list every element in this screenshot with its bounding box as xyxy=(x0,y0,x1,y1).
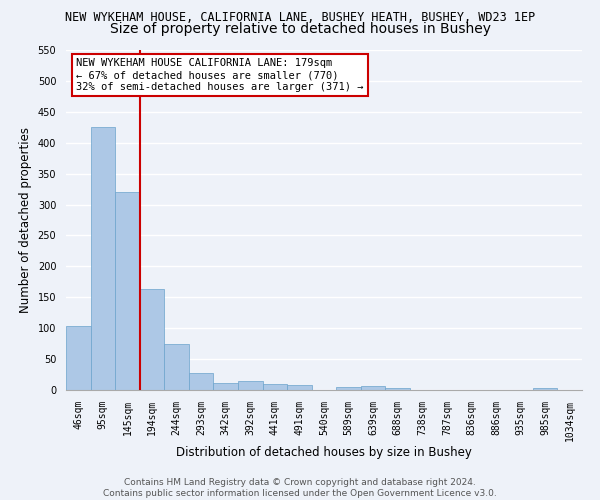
Bar xyxy=(214,382,238,390)
Bar xyxy=(287,385,312,390)
Bar xyxy=(263,384,287,390)
Bar xyxy=(66,326,91,390)
Bar xyxy=(91,128,115,390)
Bar xyxy=(533,388,557,390)
Bar xyxy=(189,374,214,390)
Bar xyxy=(361,386,385,390)
Text: Size of property relative to detached houses in Bushey: Size of property relative to detached ho… xyxy=(110,22,491,36)
X-axis label: Distribution of detached houses by size in Bushey: Distribution of detached houses by size … xyxy=(176,446,472,460)
Bar xyxy=(385,388,410,390)
Bar xyxy=(164,344,189,390)
Bar xyxy=(238,382,263,390)
Bar xyxy=(336,387,361,390)
Bar xyxy=(140,289,164,390)
Text: NEW WYKEHAM HOUSE CALIFORNIA LANE: 179sqm
← 67% of detached houses are smaller (: NEW WYKEHAM HOUSE CALIFORNIA LANE: 179sq… xyxy=(76,58,364,92)
Y-axis label: Number of detached properties: Number of detached properties xyxy=(19,127,32,313)
Bar xyxy=(115,192,140,390)
Text: Contains HM Land Registry data © Crown copyright and database right 2024.
Contai: Contains HM Land Registry data © Crown c… xyxy=(103,478,497,498)
Text: NEW WYKEHAM HOUSE, CALIFORNIA LANE, BUSHEY HEATH, BUSHEY, WD23 1EP: NEW WYKEHAM HOUSE, CALIFORNIA LANE, BUSH… xyxy=(65,11,535,24)
